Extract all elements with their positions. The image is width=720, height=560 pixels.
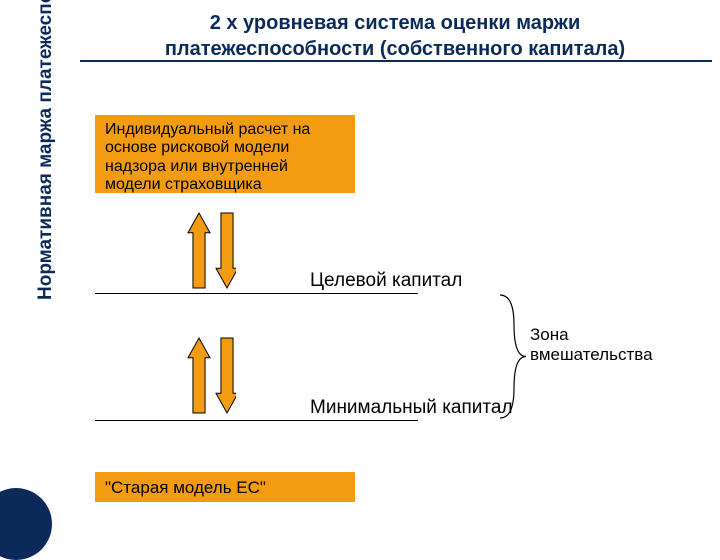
zone-line2: вмешательства <box>530 345 653 364</box>
zone-line1: Зона <box>530 325 569 344</box>
target-capital-line <box>95 293 418 294</box>
corner-circle-icon <box>0 488 52 560</box>
slide-title: 2 х уровневая система оценки маржи плате… <box>90 10 700 62</box>
zone-bracket <box>498 293 528 420</box>
old-eu-model-box: "Старая модель ЕС" <box>95 472 355 502</box>
title-line1: 2 х уровневая система оценки маржи <box>210 12 581 34</box>
target-capital-label: Целевой капитал <box>310 270 462 292</box>
vertical-axis-label: Нормативная маржа платежеспобности <box>35 0 57 300</box>
minimum-capital-label: Минимальный капитал <box>310 397 513 419</box>
individual-calc-box: Индивидуальный расчет на основе рисковой… <box>95 115 355 193</box>
intervention-zone-label: Зона вмешательства <box>530 325 653 366</box>
minimum-capital-line <box>95 420 418 421</box>
arrow-pair-bottom <box>184 334 236 417</box>
arrow-pair-top <box>184 209 236 292</box>
title-underline <box>80 60 712 62</box>
title-line2: платежеспособности (собственного капитал… <box>165 38 625 60</box>
